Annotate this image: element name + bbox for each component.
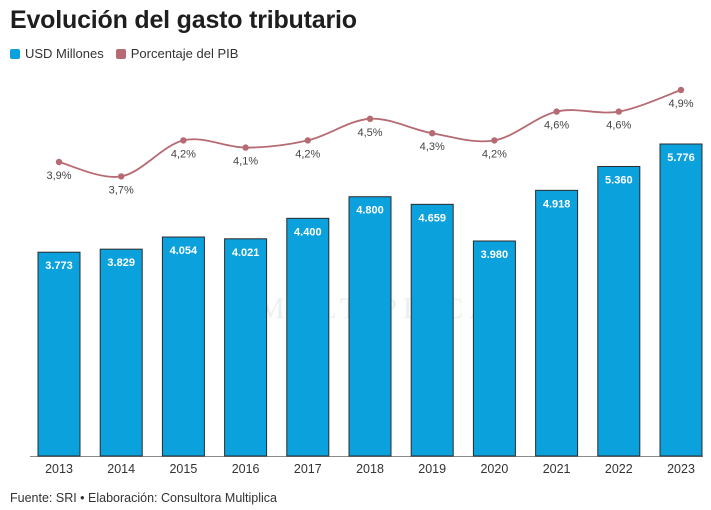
pib-label-2023: 4,9%	[668, 98, 693, 110]
pib-point-2016	[242, 144, 249, 151]
bar-2023	[659, 143, 703, 457]
legend-swatch-pib	[115, 48, 126, 59]
pib-point-2019	[429, 130, 436, 137]
x-tick-2020: 2020	[480, 462, 508, 476]
pib-label-2015: 4,2%	[171, 148, 196, 160]
pib-point-2013	[55, 158, 63, 166]
pib-point-2015	[180, 137, 187, 144]
x-tick-2014: 2014	[107, 462, 135, 476]
chart-title: Evolución del gasto tributario	[10, 6, 357, 34]
x-tick-2016: 2016	[232, 462, 260, 476]
x-tick-2023: 2023	[667, 462, 695, 476]
pib-label-2021: 4,6%	[544, 120, 569, 132]
pib-point-2020	[491, 137, 498, 144]
legend-label-usd: USD Millones	[25, 46, 104, 61]
pib-point-2022	[615, 108, 622, 115]
bar-label-2013: 3.773	[45, 260, 73, 272]
x-tick-2015: 2015	[169, 462, 197, 476]
pib-point-2021	[553, 108, 560, 115]
pib-label-2019: 4,3%	[420, 141, 445, 153]
source-note: Fuente: SRI • Elaboración: Consultora Mu…	[10, 491, 278, 505]
pib-label-2014: 3,7%	[109, 184, 134, 196]
pib-label-2016: 4,1%	[233, 156, 258, 168]
pib-point-2018	[366, 115, 374, 123]
legend-label-pib: Porcentaje del PIB	[130, 46, 239, 61]
pib-label-2017: 4,2%	[295, 148, 320, 160]
pib-point-2023	[677, 86, 685, 94]
bar-label-2019: 4.659	[418, 212, 446, 224]
bar-2014	[99, 248, 143, 457]
bar-label-2016: 4.021	[232, 247, 260, 259]
pib-label-2013: 3,9%	[46, 170, 71, 182]
x-tick-2019: 2019	[418, 462, 446, 476]
pib-label-2020: 4,2%	[482, 148, 507, 160]
bar-2018	[348, 196, 392, 457]
legend: USD Millones Porcentaje del PIB	[10, 46, 250, 61]
bar-2017	[286, 217, 330, 457]
bar-label-2020: 3.980	[481, 249, 509, 261]
bar-label-2017: 4.400	[294, 226, 322, 238]
pib-point-2017	[304, 137, 311, 144]
bar-label-2018: 4.800	[356, 205, 384, 217]
bar-2016	[224, 238, 268, 457]
legend-swatch-usd	[10, 48, 20, 59]
bar-2020	[472, 240, 516, 457]
pib-label-2018: 4,5%	[357, 127, 382, 139]
bar-label-2014: 3.829	[107, 257, 135, 269]
bar-label-2023: 5.776	[667, 152, 695, 164]
x-tick-2022: 2022	[605, 462, 633, 476]
bar-2013	[37, 251, 81, 457]
pib-point-2014	[118, 173, 125, 180]
legend-item-pib: Porcentaje del PIB	[115, 46, 239, 61]
x-tick-2018: 2018	[356, 462, 384, 476]
bar-label-2022: 5.360	[605, 174, 633, 186]
x-tick-2017: 2017	[294, 462, 322, 476]
bar-label-2021: 4.918	[543, 198, 571, 210]
x-tick-2021: 2021	[543, 462, 571, 476]
bar-label-2015: 4.054	[170, 245, 198, 257]
bar-2019	[410, 203, 454, 457]
pib-label-2022: 4,6%	[606, 120, 631, 132]
legend-item-usd: USD Millones	[10, 46, 104, 61]
bar-2015	[161, 236, 205, 457]
bar-2022	[597, 165, 641, 457]
x-tick-2013: 2013	[45, 462, 73, 476]
bar-2021	[535, 189, 579, 457]
